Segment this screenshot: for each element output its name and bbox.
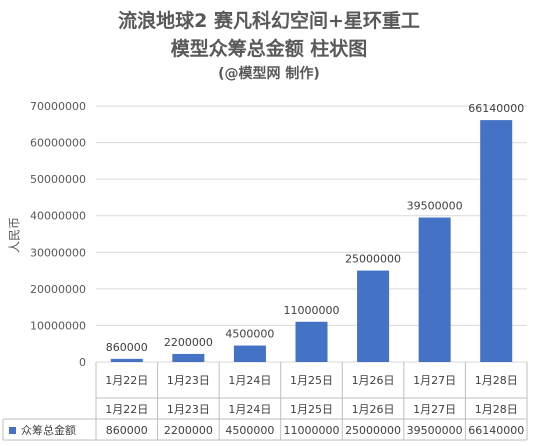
table-header-cell: 1月28日: [475, 403, 518, 416]
table-value-cell: 25000000: [345, 424, 401, 437]
y-tick-label: 70000000: [30, 100, 86, 113]
x-tick-label: 1月27日: [413, 374, 456, 387]
data-label: 2200000: [164, 336, 213, 349]
bar: [110, 358, 143, 362]
y-tick-label: 30000000: [30, 246, 86, 259]
table-header-cell: 1月25日: [290, 403, 333, 416]
x-tick-label: 1月22日: [105, 374, 148, 387]
y-tick-label: 20000000: [30, 283, 86, 296]
legend-swatch: [9, 427, 16, 434]
bar: [418, 217, 451, 362]
bar: [480, 120, 513, 362]
table-header-cell: 1月23日: [167, 403, 210, 416]
table-header-cell: 1月24日: [228, 403, 271, 416]
table-value-cell: 2200000: [164, 424, 213, 437]
data-label: 4500000: [225, 328, 274, 341]
y-tick-label: 60000000: [30, 137, 86, 150]
x-tick-label: 1月28日: [475, 374, 518, 387]
table-header-cell: 1月27日: [413, 403, 456, 416]
bar: [357, 270, 390, 362]
bar: [233, 345, 266, 362]
chart-subtitle: (@模型网 制作): [218, 66, 320, 82]
chart-title: 流浪地球2 赛凡科幻空间+星环重工: [118, 10, 420, 32]
x-tick-label: 1月25日: [290, 374, 333, 387]
table-value-cell: 860000: [106, 424, 148, 437]
bar: [295, 321, 328, 362]
table-value-cell: 4500000: [225, 424, 274, 437]
data-label: 25000000: [345, 253, 401, 266]
x-tick-label: 1月23日: [167, 374, 210, 387]
y-tick-label: 0: [79, 356, 86, 369]
table-value-cell: 11000000: [284, 424, 340, 437]
data-label: 860000: [106, 341, 148, 354]
table-header-cell: 1月26日: [352, 403, 395, 416]
y-tick-label: 50000000: [30, 173, 86, 186]
data-label: 11000000: [284, 304, 340, 317]
chart-title-line2: 模型众筹总金额 柱状图: [170, 38, 368, 60]
y-tick-label: 40000000: [30, 210, 86, 223]
x-tick-label: 1月24日: [228, 374, 271, 387]
y-tick-label: 10000000: [30, 319, 86, 332]
x-tick-label: 1月26日: [352, 374, 395, 387]
data-label: 66140000: [468, 102, 524, 115]
table-header-cell: 1月22日: [105, 403, 148, 416]
table-value-cell: 66140000: [468, 424, 524, 437]
table-value-cell: 39500000: [407, 424, 463, 437]
data-label: 39500000: [407, 200, 463, 213]
bar: [172, 353, 205, 362]
legend-label: 众筹总金额: [21, 423, 76, 437]
